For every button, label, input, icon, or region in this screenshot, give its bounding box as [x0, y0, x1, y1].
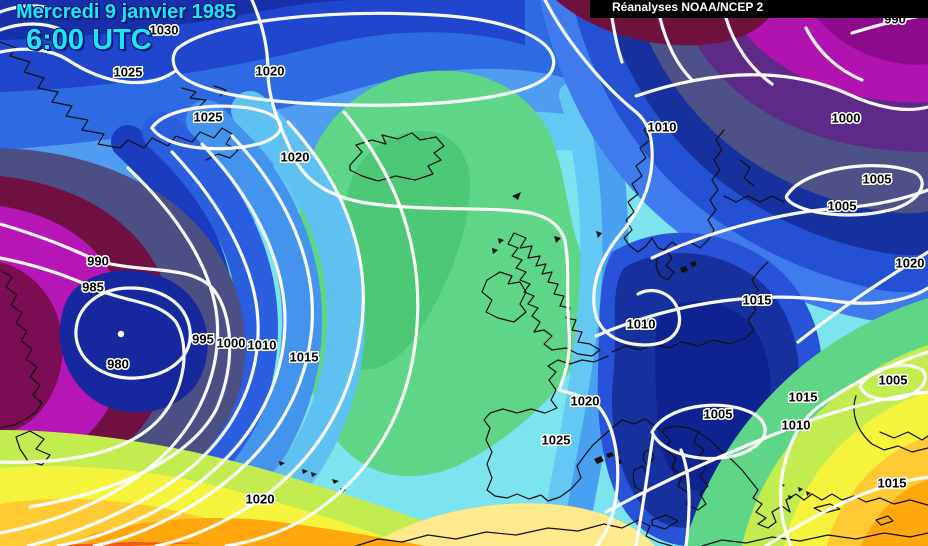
isobar-1010: [92, 134, 314, 546]
isobar-1020-main: [250, 0, 620, 546]
pressure-label: 1010: [782, 418, 811, 433]
date-box: Mercredi 9 janvier 1985 6:00 UTC: [16, 1, 236, 57]
isobar-1030-loop: [171, 11, 556, 107]
coastlines: [0, 41, 928, 546]
pressure-label: 985: [82, 280, 104, 295]
pressure-label: 980: [107, 357, 129, 372]
pressure-label: 1025: [542, 433, 571, 448]
pressure-label: 1015: [878, 476, 907, 491]
isobar-1000-ne: [634, 73, 928, 112]
pressure-label: 1020: [246, 492, 275, 507]
isobar-1020-e: [796, 250, 928, 344]
pressure-label: 1015: [743, 293, 772, 308]
isobar-1005: [56, 142, 287, 546]
pressure-label: 1015: [789, 390, 818, 405]
source-titlebar: Réanalyses NOAA/NCEP 2: [590, 0, 928, 18]
isobar-1015-sr: [764, 475, 928, 546]
isobar-1005-loop-e: [858, 363, 927, 402]
isobar-1000: [26, 150, 260, 546]
isobar-990: [0, 222, 232, 509]
pressure-label: 1020: [896, 256, 925, 271]
date-text: Mercredi 9 janvier 1985: [16, 1, 237, 23]
pressure-label: 1010: [627, 317, 656, 332]
isobar-985: [0, 256, 186, 464]
isobar-995: [0, 166, 220, 535]
isobar-1005-baltic: [784, 164, 924, 217]
time-text: 6:00 UTC: [26, 24, 152, 56]
pressure-label: 990: [87, 254, 109, 269]
pressure-label: 1005: [879, 373, 908, 388]
pressure-label: 1000: [217, 336, 246, 351]
pressure-label: 1020: [571, 394, 600, 409]
isobar-1005-ne: [650, 188, 928, 260]
pressure-label: 1005: [828, 199, 857, 214]
pressure-label: 1030: [150, 23, 179, 38]
pressure-label: 1025: [114, 65, 143, 80]
pressure-label: 1015: [290, 350, 319, 365]
low-center-marker: [117, 330, 125, 338]
isobar-1015: [154, 120, 365, 546]
pressure-label: 1025: [194, 110, 223, 125]
pressure-label: 1005: [704, 407, 733, 422]
pressure-label: 1010: [248, 338, 277, 353]
pressure-label: 1020: [256, 64, 285, 79]
pressure-label: 1020: [281, 150, 310, 165]
pressure-label: 1005: [863, 172, 892, 187]
pressure-label: 1000: [832, 111, 861, 126]
isobar-1010-n: [543, 0, 681, 347]
isobar-1025-nw: [0, 47, 176, 85]
pressure-label: 995: [192, 332, 214, 347]
isobar-1015-e: [594, 286, 928, 338]
pressure-label: 1010: [648, 120, 677, 135]
